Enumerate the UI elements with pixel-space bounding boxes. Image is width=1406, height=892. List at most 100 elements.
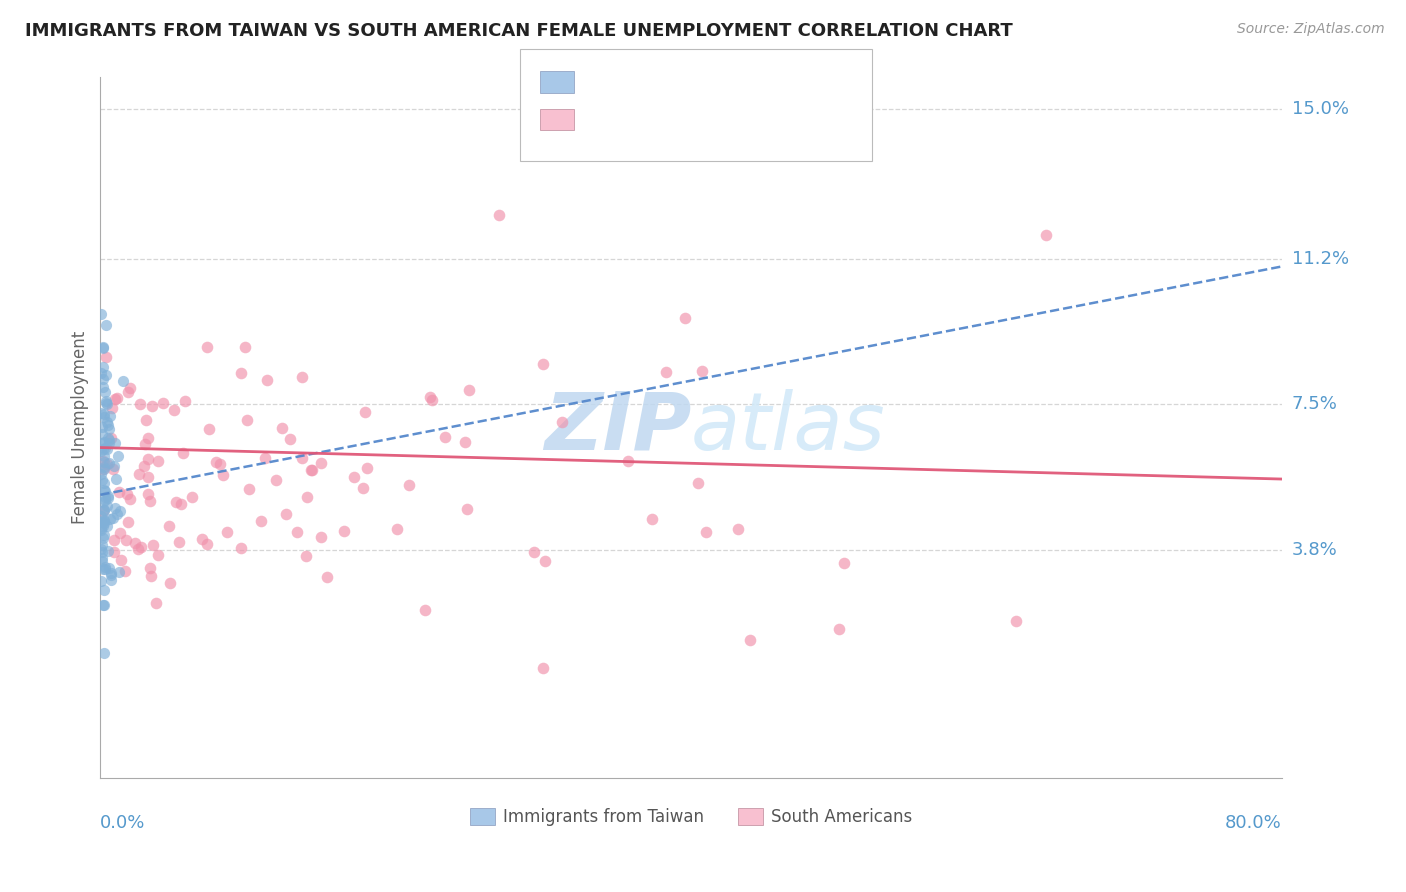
Point	[91, 562, 114, 576]
Point	[641, 512, 664, 526]
Point	[90, 574, 112, 589]
Point	[97, 489, 120, 503]
Point	[93, 492, 115, 507]
Point	[343, 470, 366, 484]
Point	[197, 537, 219, 551]
Point	[98, 512, 121, 526]
Point	[90, 467, 112, 481]
Point	[93, 384, 115, 399]
Point	[249, 514, 271, 528]
Point	[1005, 614, 1028, 628]
Point	[103, 436, 125, 450]
Point	[457, 383, 479, 397]
Point	[152, 396, 174, 410]
Point	[294, 549, 316, 563]
Point	[215, 525, 238, 540]
Point	[434, 430, 457, 444]
Text: R =: R =	[581, 72, 612, 90]
Point	[93, 599, 115, 613]
Point	[301, 463, 323, 477]
Point	[97, 431, 120, 445]
Point	[93, 583, 115, 598]
Point	[688, 475, 710, 490]
Point	[229, 541, 252, 556]
Point	[690, 364, 713, 378]
Point	[108, 504, 131, 518]
Point	[91, 531, 114, 545]
Text: 80.0%: 80.0%	[1225, 814, 1282, 832]
Point	[91, 504, 114, 518]
Point	[128, 467, 150, 482]
Point	[97, 544, 120, 558]
Point	[96, 318, 118, 333]
Point	[96, 499, 118, 513]
Point	[93, 490, 115, 504]
Point	[740, 633, 762, 648]
Point	[531, 357, 554, 371]
Point	[419, 390, 441, 404]
Point	[94, 394, 117, 409]
Point	[91, 494, 114, 508]
Point	[181, 490, 204, 504]
Point	[454, 435, 477, 450]
Point	[94, 484, 117, 499]
Point	[309, 456, 332, 470]
Point	[208, 457, 231, 471]
Text: IMMIGRANTS FROM TAIWAN VS SOUTH AMERICAN FEMALE UNEMPLOYMENT CORRELATION CHART: IMMIGRANTS FROM TAIWAN VS SOUTH AMERICAN…	[25, 22, 1014, 40]
Point	[523, 545, 546, 559]
Point	[98, 561, 121, 575]
Point	[90, 426, 112, 441]
Point	[138, 487, 160, 501]
Point	[90, 538, 112, 552]
Point	[132, 459, 155, 474]
Point	[256, 373, 278, 387]
Point	[93, 514, 115, 528]
Point	[124, 536, 146, 550]
Point	[91, 360, 114, 375]
Point	[141, 400, 163, 414]
Point	[93, 341, 115, 355]
Point	[93, 502, 115, 516]
Point	[271, 421, 294, 435]
Point	[96, 458, 118, 472]
Text: N=: N=	[710, 72, 737, 90]
Point	[90, 307, 112, 321]
Point	[101, 462, 124, 476]
Point	[198, 422, 221, 436]
Point	[238, 483, 260, 497]
Point	[170, 497, 193, 511]
Point	[139, 561, 162, 575]
Point	[91, 515, 114, 529]
Point	[135, 412, 157, 426]
Point	[146, 548, 169, 562]
Point	[100, 566, 122, 580]
Point	[91, 462, 114, 476]
Point	[93, 461, 115, 475]
Point	[93, 410, 115, 425]
Point	[299, 463, 322, 477]
Point	[90, 521, 112, 535]
Point	[205, 455, 228, 469]
Point	[195, 341, 218, 355]
Point	[91, 599, 114, 613]
Point	[138, 469, 160, 483]
Point	[117, 384, 139, 399]
Point	[103, 533, 125, 547]
Point	[91, 340, 114, 354]
Point	[93, 483, 115, 497]
Text: N=: N=	[710, 110, 737, 128]
Point	[103, 500, 125, 515]
Point	[673, 311, 696, 326]
Point	[136, 452, 159, 467]
Text: atlas: atlas	[692, 389, 886, 467]
Point	[107, 565, 129, 579]
Point	[93, 455, 115, 469]
Point	[103, 458, 125, 473]
Point	[114, 564, 136, 578]
Point	[332, 524, 354, 538]
Point	[136, 431, 159, 445]
Point	[617, 454, 640, 468]
Point	[285, 524, 308, 539]
Point	[93, 513, 115, 527]
Point	[420, 393, 443, 408]
